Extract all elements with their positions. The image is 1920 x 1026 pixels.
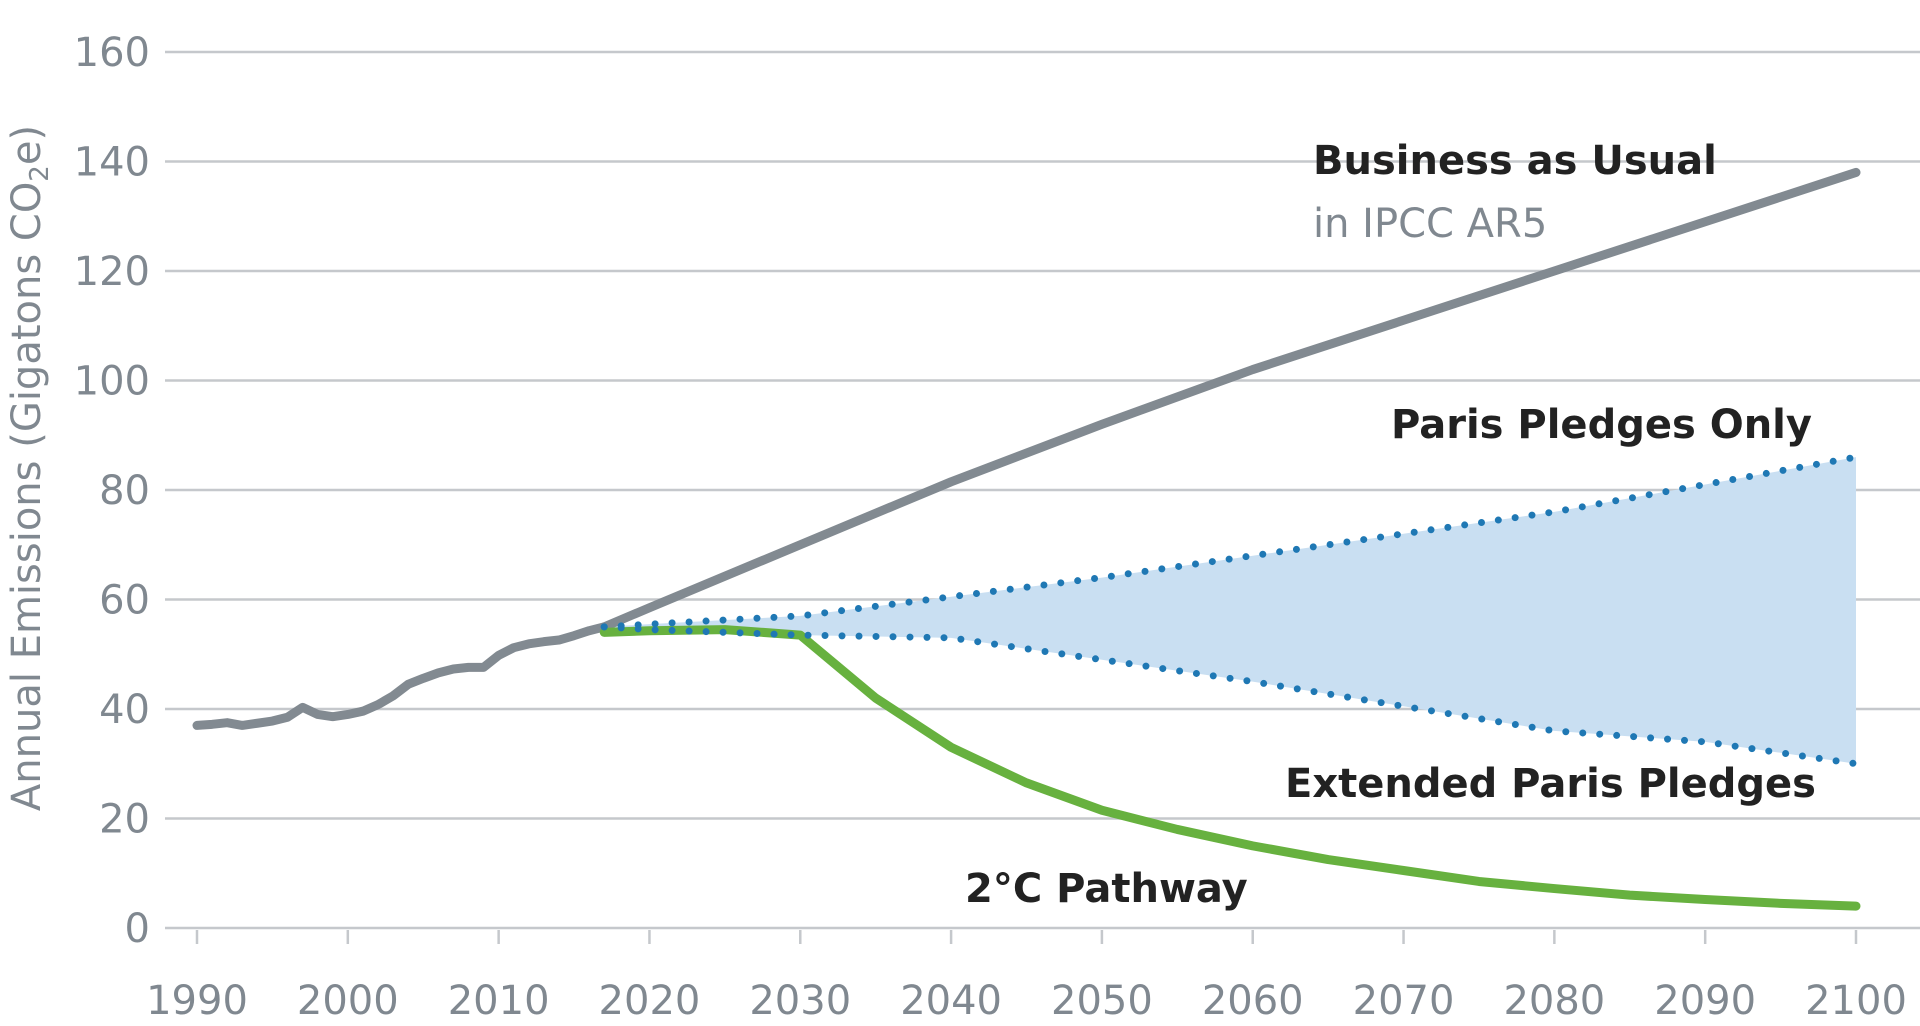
series-line-business-as-usual bbox=[599, 167, 1861, 632]
series-line-historical bbox=[192, 622, 609, 730]
series-line-paris-pledges-only bbox=[600, 453, 1860, 631]
y-tick-label-0: 0 bbox=[125, 906, 150, 952]
y-tick-label-60: 60 bbox=[99, 578, 150, 624]
series-layer bbox=[192, 167, 1861, 911]
y-tick-label-100: 100 bbox=[74, 359, 150, 405]
x-tick-label-2030: 2030 bbox=[749, 978, 851, 1024]
x-tick-label-2050: 2050 bbox=[1051, 978, 1153, 1024]
x-tick-label-1990: 1990 bbox=[146, 978, 248, 1024]
label-business-as-usual-subtitle: in IPCC AR5 bbox=[1313, 201, 1547, 247]
x-axis-ticks: 1990 2000 2010 2020 2030 2040 2050 2060 2070 2080… bbox=[146, 930, 1907, 1024]
x-tick-label-2080: 2080 bbox=[1503, 978, 1605, 1024]
y-axis-title-suffix: e) bbox=[4, 125, 50, 165]
series-line-extended-paris-pledges bbox=[600, 623, 1860, 768]
y-tick-label-140: 140 bbox=[74, 140, 150, 186]
y-tick-label-20: 20 bbox=[99, 797, 150, 843]
pledges-band-layer bbox=[604, 457, 1856, 764]
label-2c-pathway: 2°C Pathway bbox=[965, 866, 1248, 912]
y-axis-title-main: Annual Emissions (Gigatons CO bbox=[4, 182, 50, 811]
x-tick-label-2000: 2000 bbox=[297, 978, 399, 1024]
y-axis-title-subscript: 2 bbox=[25, 165, 55, 182]
x-tick-label-2040: 2040 bbox=[900, 978, 1002, 1024]
x-tick-label-2060: 2060 bbox=[1202, 978, 1304, 1024]
label-business-as-usual: Business as Usual bbox=[1313, 138, 1717, 184]
y-tick-label-160: 160 bbox=[74, 30, 150, 76]
y-tick-label-40: 40 bbox=[99, 687, 150, 733]
x-tick-label-2070: 2070 bbox=[1353, 978, 1455, 1024]
grid-layer bbox=[165, 50, 1920, 930]
label-paris-pledges-only: Paris Pledges Only bbox=[1391, 402, 1812, 448]
y-axis-ticks: 0 20 40 60 80 100 120 140 160 bbox=[74, 30, 150, 952]
x-tick-label-2020: 2020 bbox=[599, 978, 701, 1024]
label-extended-paris-pledges: Extended Paris Pledges bbox=[1285, 761, 1816, 807]
x-tick-label-2010: 2010 bbox=[448, 978, 550, 1024]
y-tick-label-80: 80 bbox=[99, 468, 150, 514]
y-tick-label-120: 120 bbox=[74, 249, 150, 295]
pledges-range-band bbox=[604, 457, 1856, 764]
x-tick-label-2090: 2090 bbox=[1654, 978, 1756, 1024]
x-tick-label-2100: 2100 bbox=[1805, 978, 1907, 1024]
y-axis-title: Annual Emissions (Gigatons CO2e) bbox=[4, 125, 55, 811]
